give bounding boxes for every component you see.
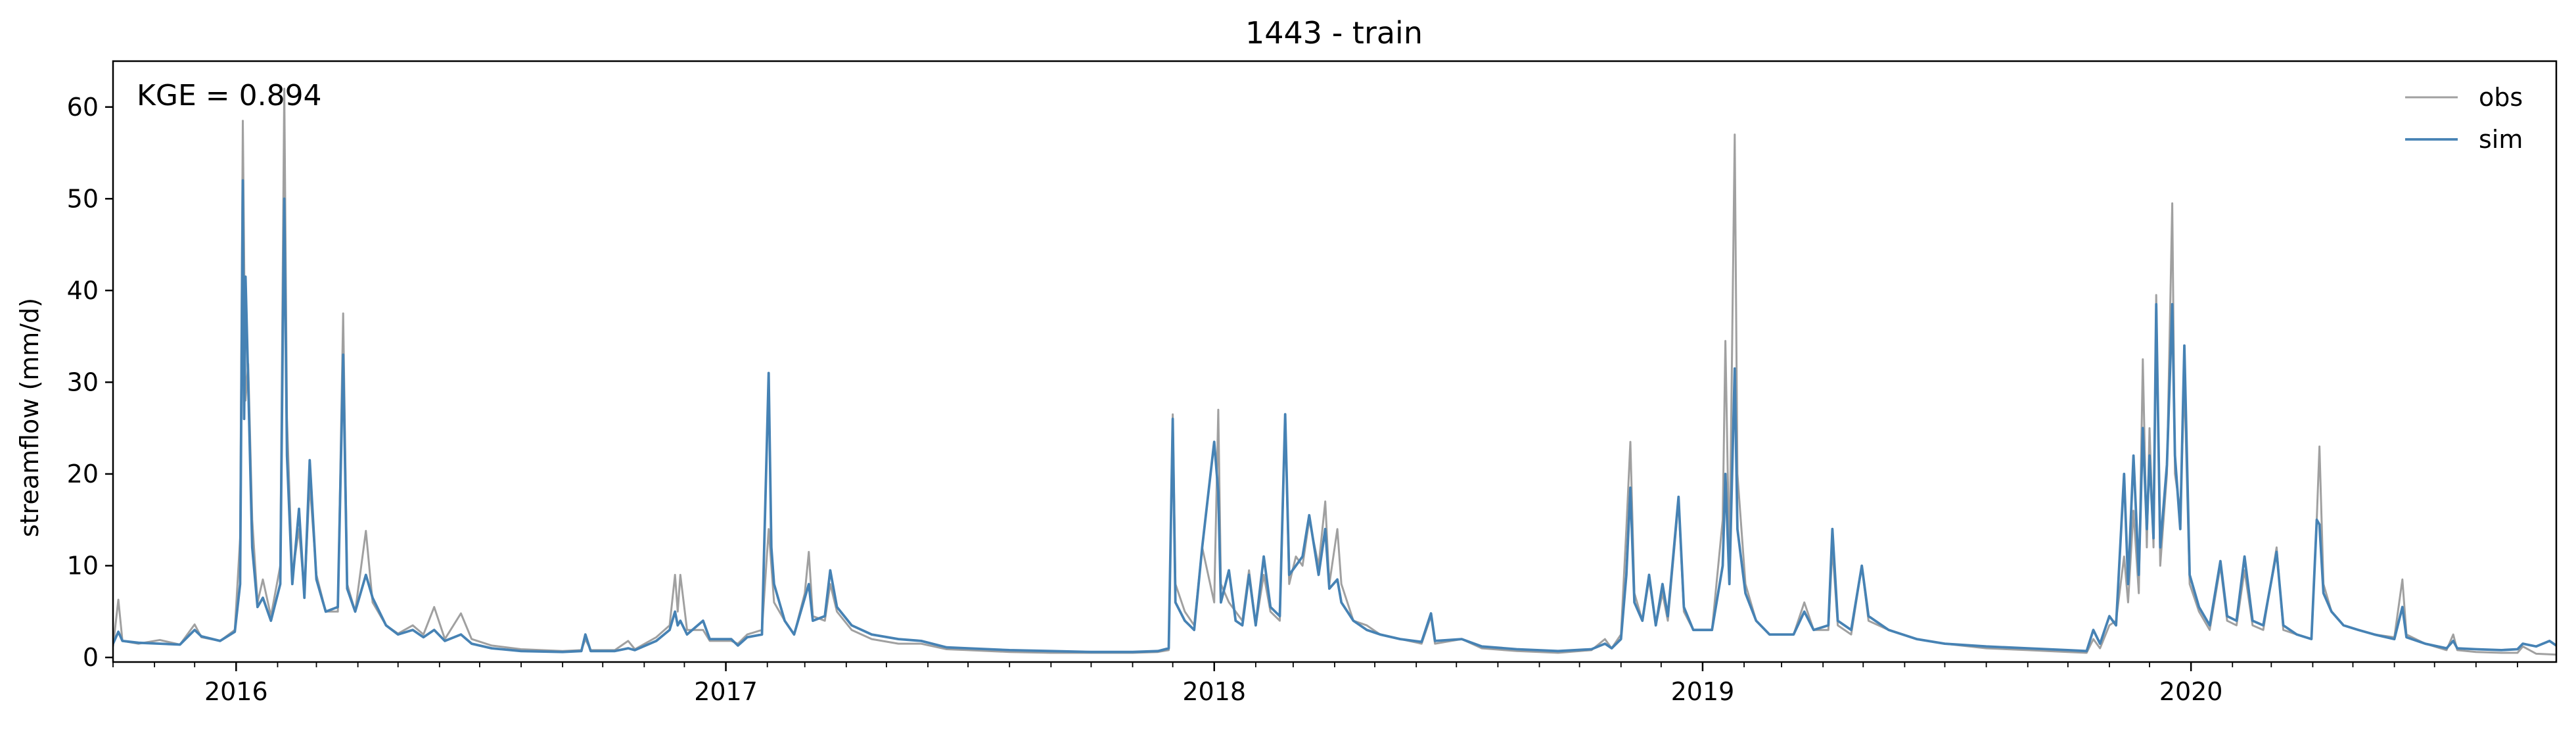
series-layer [113, 87, 2556, 656]
y-tick-label: 30 [67, 368, 99, 396]
legend-label-obs: obs [2479, 83, 2523, 112]
x-tick-label: 2016 [204, 677, 268, 706]
chart-title: 1443 - train [1245, 15, 1423, 51]
y-axis-label: streamflow (mm/d) [15, 298, 44, 537]
series-line-sim [113, 179, 2556, 653]
y-tick-label: 20 [67, 460, 99, 488]
y-tick-label: 40 [67, 276, 99, 305]
x-tick-label: 2017 [694, 677, 758, 706]
x-axis-ticks: 2016 2017 2018 2019 2020 [204, 662, 2223, 706]
x-axis-minor-ticks [112, 662, 2518, 667]
x-tick-label: 2018 [1182, 677, 1246, 706]
y-axis-ticks: 0 10 20 30 40 50 60 [67, 93, 113, 672]
legend-label-sim: sim [2479, 125, 2523, 154]
y-tick-label: 10 [67, 551, 99, 580]
y-tick-label: 60 [67, 93, 99, 122]
x-tick-label: 2020 [2159, 677, 2223, 706]
legend: obs sim [2405, 83, 2523, 154]
x-tick-label: 2019 [1671, 677, 1735, 706]
plot-frame [112, 60, 2558, 663]
y-tick-label: 50 [67, 184, 99, 213]
kge-annotation: KGE = 0.894 [137, 79, 322, 112]
y-tick-label: 0 [83, 643, 99, 672]
